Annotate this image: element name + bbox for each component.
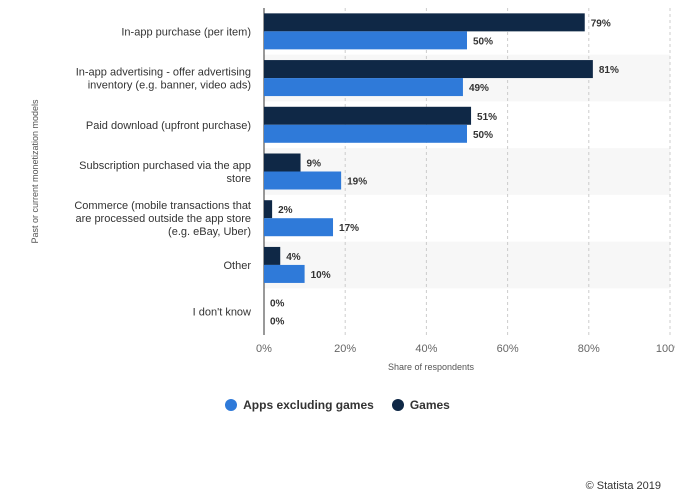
bar-games [264,153,301,172]
value-label-apps: 17% [339,223,359,234]
value-label-apps: 50% [473,36,493,47]
bar-games [264,60,593,79]
bar-chart: 0% 20% 40% 60% 80% 100% 79% 50% In-app purchase … [30,8,675,372]
bar-apps [264,218,334,237]
x-tick-label: 80% [578,343,600,355]
bar-apps [264,264,305,283]
category-label: Commerce (mobile transactions that are pr… [74,200,251,238]
category-label: I don't know [193,307,251,319]
x-tick-label: 100% [656,343,675,355]
category-label: In-app purchase (per item) [121,26,251,38]
x-tick-label: 40% [415,343,437,355]
bar-games [264,13,585,32]
value-label-apps: 10% [311,270,331,281]
bar-games [264,200,273,219]
legend-item-apps[interactable]: Apps excluding games [225,398,374,412]
legend-item-games[interactable]: Games [391,398,450,412]
band-background [264,241,670,289]
value-label-apps: 49% [469,83,489,94]
legend-label-apps: Apps excluding games [243,398,374,412]
value-label-games: 0% [270,299,285,310]
x-tick-label: 0% [256,343,272,355]
category-label: Other [223,260,251,272]
value-label-apps: 50% [473,130,493,141]
bar-apps [264,78,463,97]
value-label-apps: 19% [347,177,367,188]
bar-games [264,106,472,125]
value-label-games: 81% [599,65,619,76]
legend-swatch-games [391,399,404,411]
legend: Apps excluding games Games [0,398,675,412]
x-axis-title: Share of respondents [388,362,475,372]
bar-apps [264,124,467,143]
x-tick-label: 20% [334,343,356,355]
statista-credit[interactable]: © Statista 2019 [585,480,661,492]
value-label-apps: 0% [270,317,285,328]
bar-apps [264,171,342,190]
value-label-games: 2% [278,205,293,216]
bar-apps [264,31,467,50]
value-label-games: 51% [477,112,497,123]
value-label-games: 9% [307,159,322,170]
category-label: Paid download (upfront purchase) [86,120,251,132]
category-label: In-app advertising - offer advertising in… [76,67,251,92]
x-tick-label: 60% [497,343,519,355]
value-label-games: 4% [286,252,301,263]
legend-label-games: Games [409,398,450,412]
bar-games [264,246,281,265]
category-label: Subscription purchased via the app store [79,160,251,185]
y-axis-title: Past or current monetization models [30,99,40,244]
legend-swatch-apps [225,399,238,411]
value-label-games: 79% [591,18,611,29]
